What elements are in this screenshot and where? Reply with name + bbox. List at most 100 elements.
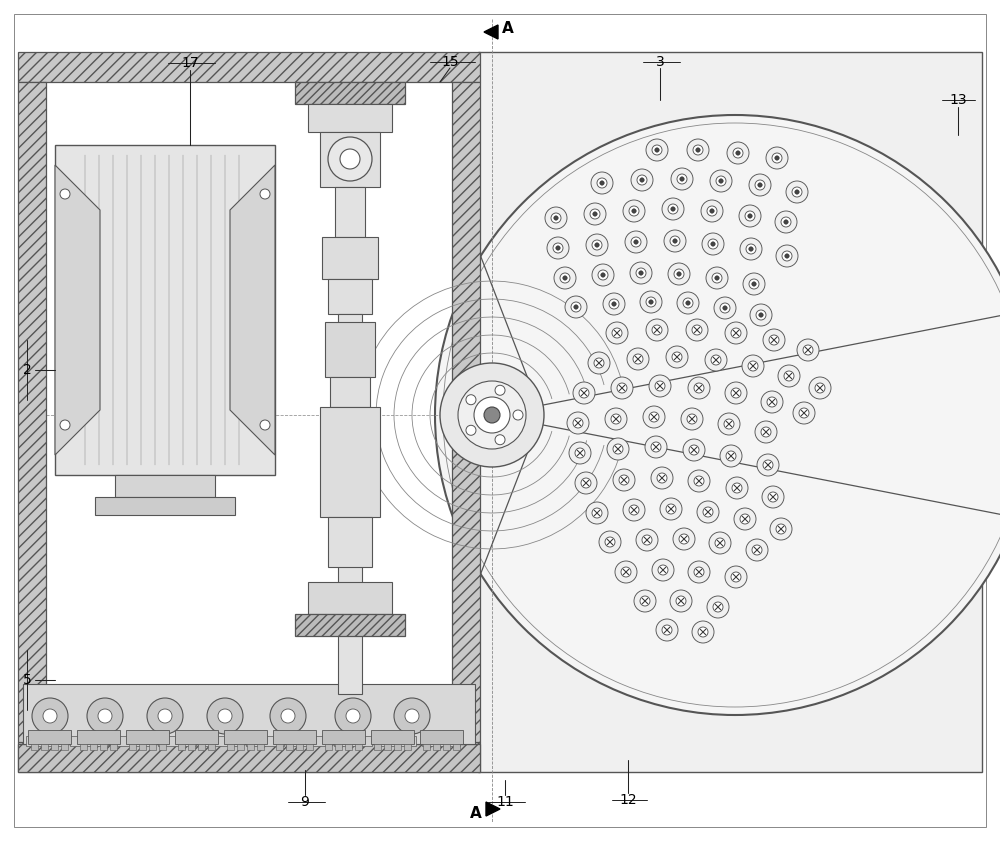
Bar [374, 744, 381, 750]
Circle shape [270, 698, 306, 734]
Circle shape [775, 156, 779, 160]
Circle shape [584, 203, 606, 225]
Circle shape [768, 492, 778, 502]
Circle shape [394, 698, 430, 734]
Text: 17: 17 [181, 56, 199, 70]
Circle shape [686, 319, 708, 341]
Circle shape [573, 418, 583, 428]
Circle shape [405, 709, 419, 723]
Polygon shape [55, 165, 100, 455]
Circle shape [762, 486, 784, 508]
Circle shape [733, 148, 743, 158]
Circle shape [569, 442, 591, 464]
Circle shape [603, 293, 625, 315]
Circle shape [495, 385, 505, 395]
Circle shape [755, 180, 765, 190]
Circle shape [742, 355, 764, 377]
Circle shape [547, 237, 569, 259]
Bar [443, 744, 450, 750]
Circle shape [435, 115, 1000, 715]
Circle shape [785, 254, 789, 258]
Circle shape [701, 200, 723, 222]
Bar [18, 742, 480, 772]
Bar [273, 730, 316, 744]
Circle shape [664, 230, 686, 252]
Circle shape [755, 421, 777, 443]
Bar [320, 407, 380, 517]
Bar [23, 684, 475, 744]
Bar [335, 187, 365, 237]
Bar [139, 744, 146, 750]
Bar [306, 744, 313, 750]
Circle shape [660, 498, 682, 520]
Circle shape [545, 207, 567, 229]
Circle shape [260, 420, 270, 430]
Circle shape [621, 567, 631, 577]
Bar [46, 82, 452, 742]
Circle shape [707, 596, 729, 618]
Circle shape [652, 145, 662, 155]
Circle shape [799, 408, 809, 418]
Bar [198, 744, 205, 750]
Bar [18, 52, 480, 82]
Circle shape [666, 346, 688, 368]
Bar [325, 322, 375, 377]
Circle shape [556, 246, 560, 251]
Circle shape [574, 304, 578, 309]
Circle shape [560, 273, 570, 283]
Bar [404, 744, 411, 750]
Circle shape [725, 322, 747, 344]
Circle shape [551, 213, 561, 223]
Bar [371, 730, 414, 744]
Circle shape [586, 234, 608, 256]
Circle shape [591, 172, 613, 194]
Circle shape [639, 271, 643, 275]
Circle shape [340, 149, 360, 169]
Circle shape [599, 531, 621, 553]
Text: 5: 5 [23, 673, 31, 687]
Circle shape [553, 243, 563, 253]
Circle shape [720, 445, 742, 467]
Circle shape [748, 214, 752, 218]
Bar [178, 744, 185, 750]
Circle shape [713, 602, 723, 612]
Circle shape [688, 470, 710, 492]
Circle shape [640, 177, 644, 182]
Circle shape [328, 137, 372, 181]
Bar [384, 744, 391, 750]
Circle shape [651, 467, 673, 489]
Circle shape [681, 408, 703, 430]
Bar [295, 614, 405, 636]
Circle shape [815, 383, 825, 393]
Bar [322, 237, 378, 279]
Circle shape [761, 427, 771, 437]
Circle shape [594, 358, 604, 368]
Circle shape [346, 709, 360, 723]
Circle shape [749, 246, 753, 251]
Circle shape [656, 619, 678, 641]
Circle shape [592, 508, 602, 518]
Circle shape [776, 524, 786, 534]
Circle shape [786, 181, 808, 203]
Circle shape [158, 709, 172, 723]
Circle shape [640, 596, 650, 606]
Circle shape [613, 469, 635, 491]
Circle shape [595, 243, 599, 247]
Bar [77, 730, 120, 744]
Circle shape [725, 566, 747, 588]
Polygon shape [484, 25, 498, 39]
Circle shape [746, 539, 768, 561]
Circle shape [688, 377, 710, 399]
Circle shape [642, 535, 652, 545]
Circle shape [281, 709, 295, 723]
Circle shape [631, 169, 653, 191]
Circle shape [643, 406, 665, 428]
Bar [110, 744, 117, 750]
Circle shape [440, 363, 544, 467]
Bar [453, 744, 460, 750]
Circle shape [770, 518, 792, 540]
Circle shape [674, 269, 684, 279]
Circle shape [484, 407, 500, 423]
Polygon shape [230, 165, 275, 455]
Circle shape [710, 209, 714, 214]
